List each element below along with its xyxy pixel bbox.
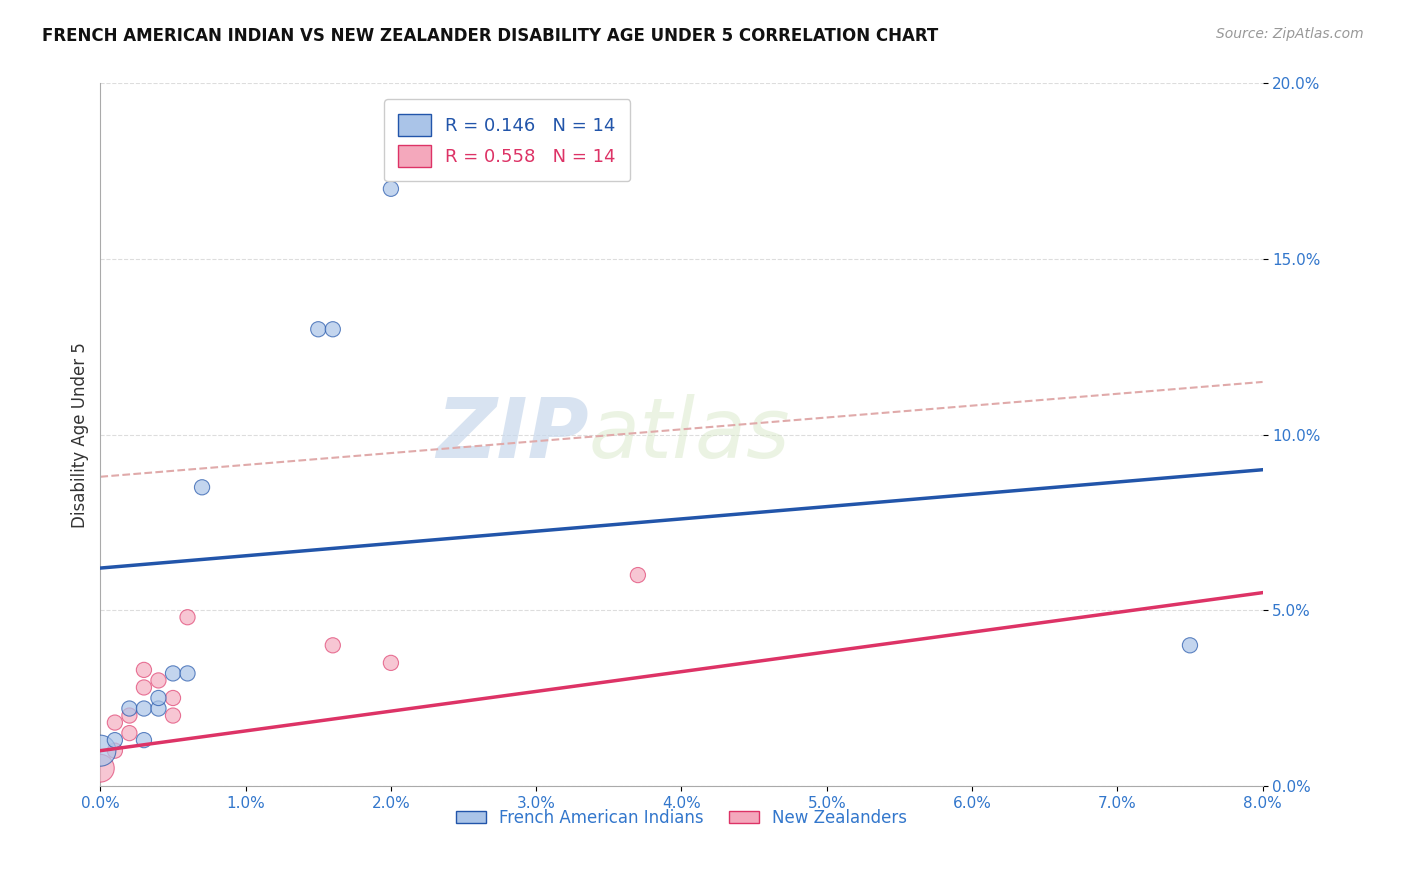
- Point: [148, 701, 170, 715]
- Point: [1178, 638, 1201, 652]
- Point: [148, 691, 170, 706]
- Point: [118, 726, 141, 740]
- Point: [104, 733, 127, 747]
- Point: [322, 322, 344, 336]
- Point: [627, 568, 650, 582]
- Text: Source: ZipAtlas.com: Source: ZipAtlas.com: [1216, 27, 1364, 41]
- Point: [132, 663, 155, 677]
- Point: [89, 744, 111, 758]
- Point: [148, 673, 170, 688]
- Text: atlas: atlas: [589, 394, 790, 475]
- Y-axis label: Disability Age Under 5: Disability Age Under 5: [72, 342, 89, 527]
- Point: [191, 480, 214, 494]
- Point: [176, 610, 198, 624]
- Point: [380, 182, 402, 196]
- Point: [176, 666, 198, 681]
- Point: [118, 701, 141, 715]
- Point: [162, 666, 184, 681]
- Text: FRENCH AMERICAN INDIAN VS NEW ZEALANDER DISABILITY AGE UNDER 5 CORRELATION CHART: FRENCH AMERICAN INDIAN VS NEW ZEALANDER …: [42, 27, 938, 45]
- Point: [380, 656, 402, 670]
- Point: [104, 715, 127, 730]
- Text: ZIP: ZIP: [436, 394, 589, 475]
- Point: [132, 681, 155, 695]
- Point: [89, 761, 111, 775]
- Point: [132, 733, 155, 747]
- Point: [307, 322, 329, 336]
- Legend: French American Indians, New Zealanders: French American Indians, New Zealanders: [449, 802, 914, 834]
- Point: [118, 708, 141, 723]
- Point: [322, 638, 344, 652]
- Point: [132, 701, 155, 715]
- Point: [162, 691, 184, 706]
- Point: [104, 744, 127, 758]
- Point: [162, 708, 184, 723]
